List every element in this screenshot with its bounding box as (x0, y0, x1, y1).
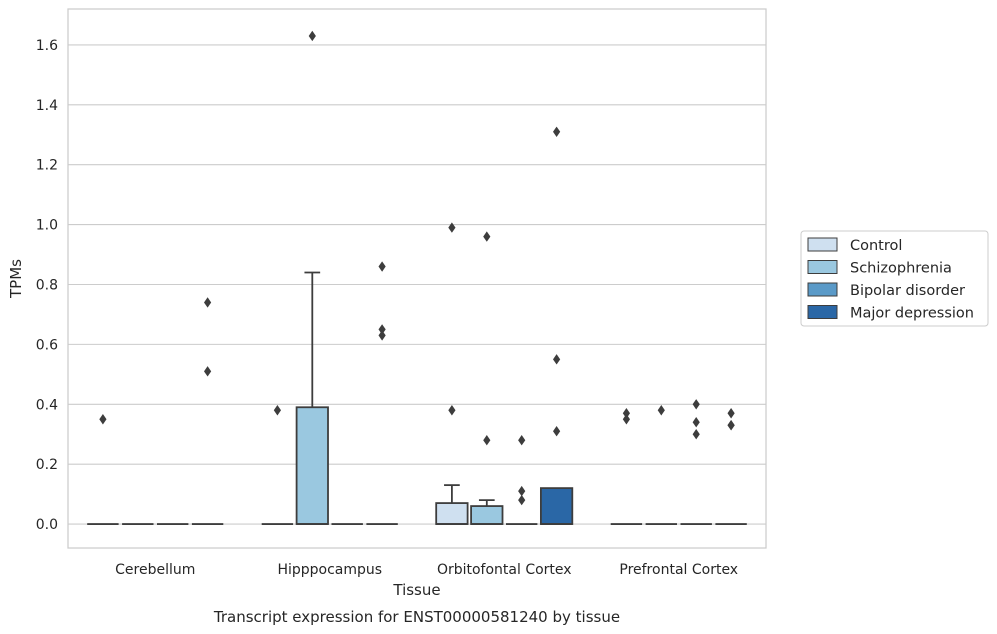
box-control (435, 222, 469, 525)
outlier-point (308, 30, 316, 42)
y-tick-label: 0.4 (36, 397, 58, 413)
box-major-depression (191, 297, 224, 525)
outlier-point (727, 408, 735, 419)
box-control (610, 408, 643, 525)
box-body (539, 487, 574, 525)
y-tick-label: 0.6 (36, 337, 58, 353)
outlier-point (518, 485, 526, 497)
legend-frame (800, 230, 989, 327)
outlier-point (448, 405, 456, 416)
outlier-point (448, 222, 456, 233)
outlier-point (692, 429, 700, 440)
outlier-point (727, 420, 735, 431)
box-plot-marks (87, 30, 747, 525)
outlier-point (692, 399, 700, 410)
outlier-point (378, 261, 386, 272)
box-major-depression (715, 408, 747, 525)
outlier-point (518, 435, 526, 446)
y-tick-label: 1.4 (36, 98, 58, 114)
legend: Control Schizophrenia Bipolar disorder Majo… (800, 230, 989, 327)
box-control (87, 414, 119, 525)
box-bipolar-disorder (680, 399, 712, 525)
x-tick-label: Hipppocampus (277, 562, 382, 578)
outlier-point (553, 354, 561, 365)
legend-label: Major depression (850, 306, 974, 322)
outlier-point (622, 414, 630, 425)
legend-label: Control (850, 238, 902, 254)
legend-label: Schizophrenia (850, 261, 952, 277)
legend-swatch (807, 282, 838, 297)
y-tick-label: 1.6 (36, 38, 58, 54)
x-axis-title: Tissue (392, 581, 440, 599)
y-tick-label: 0.0 (36, 517, 58, 533)
box-schizophrenia (470, 231, 504, 525)
box-body (435, 502, 469, 525)
y-axis-title: TPMs (7, 259, 25, 299)
x-tick-label: Prefrontal Cortex (619, 562, 738, 578)
y-axis-ticks: 0.0 0.2 0.4 0.6 0.8 1.0 1.2 1.4 1.6 (36, 38, 58, 533)
y-tick-label: 1.0 (36, 218, 58, 234)
legend-label: Bipolar disorder (850, 283, 965, 299)
outlier-point (622, 408, 630, 419)
box-bipolar-disorder (505, 435, 538, 525)
box-schizophrenia (645, 405, 678, 525)
outlier-point (553, 126, 561, 137)
outlier-point (273, 405, 281, 416)
legend-swatch (807, 237, 838, 252)
outlier-point (483, 231, 491, 242)
outlier-point (204, 366, 212, 377)
x-tick-label: Cerebellum (115, 562, 195, 578)
box-schizophrenia (295, 30, 329, 525)
outlier-point (378, 324, 386, 335)
x-axis-ticks: Cerebellum Hipppocampus Orbitofontal Corte… (115, 562, 738, 578)
y-tick-label: 1.2 (36, 158, 58, 174)
x-tick-label: Orbitofontal Cortex (437, 562, 572, 578)
outlier-point (553, 426, 561, 437)
gridlines (68, 44, 766, 525)
box-body (470, 505, 504, 525)
box-major-depression (539, 126, 574, 525)
plot-frame (67, 8, 767, 549)
y-tick-label: 0.8 (36, 277, 58, 293)
outlier-point (657, 405, 665, 416)
box-body (295, 406, 329, 525)
outlier-point (99, 414, 107, 425)
outlier-point (483, 435, 491, 446)
outlier-point (692, 417, 700, 428)
chart-caption: Transcript expression for ENST0000058124… (213, 608, 620, 626)
box-control (261, 405, 294, 525)
legend-swatch (807, 305, 838, 319)
y-tick-label: 0.2 (36, 457, 58, 473)
legend-swatch (807, 260, 838, 274)
outlier-point (204, 297, 212, 308)
outlier-point (378, 330, 386, 341)
box-major-depression (366, 261, 398, 525)
outlier-point (518, 494, 526, 506)
